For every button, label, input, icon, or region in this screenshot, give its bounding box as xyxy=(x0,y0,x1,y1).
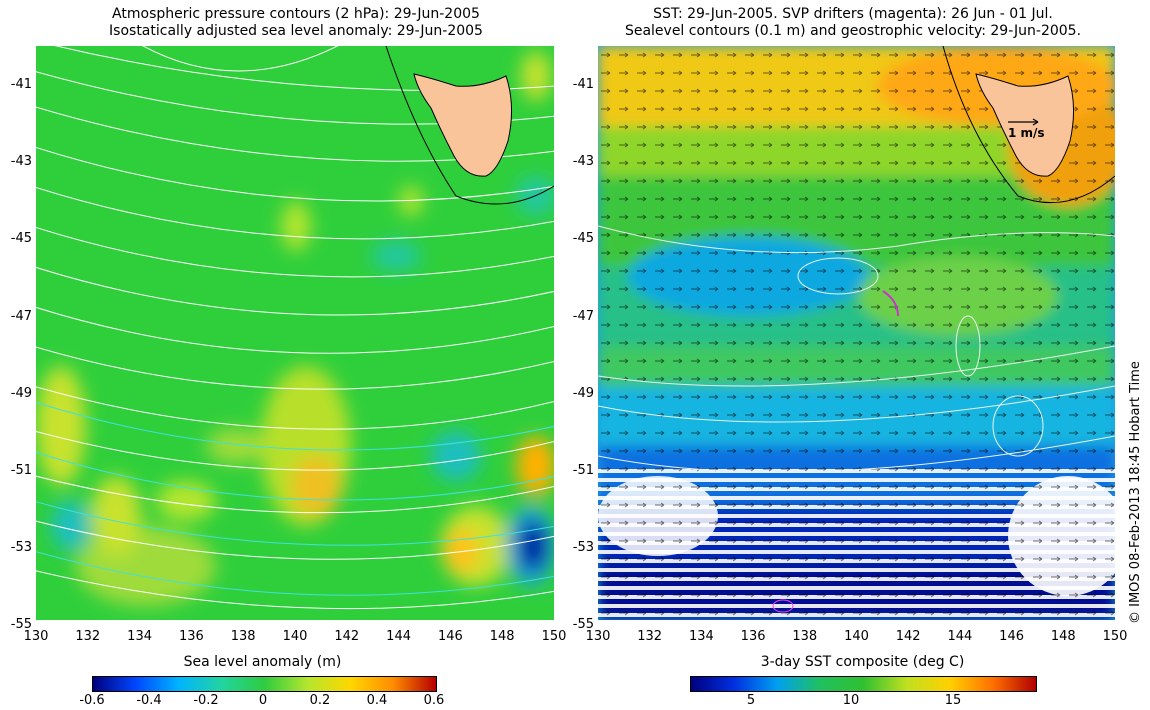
sla-tick-label: 0.4 xyxy=(366,693,388,708)
sla-colorbar xyxy=(92,676,437,692)
scale-arrow xyxy=(1008,118,1039,126)
sea-level-anomaly-map xyxy=(36,46,554,620)
sla-tick-label: 0.6 xyxy=(423,693,445,708)
lat-tick-label-right: -45 xyxy=(572,231,594,247)
lon-tick-label-left: 146 xyxy=(437,629,463,644)
left-title-line2: Isostatically adjusted sea level anomaly… xyxy=(109,23,483,39)
lon-tick-label-left: 142 xyxy=(334,629,360,644)
lon-tick-label-right: 142 xyxy=(895,629,921,644)
lat-tick-label-right: -47 xyxy=(572,308,594,324)
sst-map: 1 m/s xyxy=(598,46,1115,620)
lon-tick-label-right: 140 xyxy=(844,629,869,644)
lon-tick-label-right: 130 xyxy=(585,629,611,644)
lon-tick-label-right: 150 xyxy=(1102,629,1128,644)
right-title-line1: SST: 29-Jun-2005. SVP drifters (magenta)… xyxy=(653,6,1053,22)
lat-tick-label-right: -43 xyxy=(572,154,594,170)
drifter-loop xyxy=(772,599,794,613)
right-title: SST: 29-Jun-2005. SVP drifters (magenta)… xyxy=(560,6,1146,40)
lat-tick-label-right: -55 xyxy=(572,617,594,633)
lat-tick-label-right: -51 xyxy=(572,463,594,478)
sla-tick-label: -0.6 xyxy=(79,693,105,708)
left-title-line1: Atmospheric pressure contours (2 hPa): 2… xyxy=(112,6,480,22)
coastline-outline xyxy=(385,46,554,205)
lon-tick-label-left: 138 xyxy=(230,629,256,644)
sst-colorbar xyxy=(690,676,1037,692)
right-title-line2: Sealevel contours (0.1 m) and geostrophi… xyxy=(624,23,1082,39)
right-colorbar-label: 3-day SST composite (deg C) xyxy=(760,654,965,670)
tasmania-land xyxy=(413,73,513,177)
lat-tick-label-left: -43 xyxy=(10,154,32,170)
lon-tick-label-right: 134 xyxy=(688,629,714,644)
lon-tick-label-left: 140 xyxy=(282,629,308,644)
lat-tick-label-left: -55 xyxy=(10,617,32,633)
lon-tick-label-right: 136 xyxy=(740,629,766,644)
lon-tick-label-left: 132 xyxy=(75,629,101,644)
lon-tick-label-left: 130 xyxy=(23,629,49,644)
sla-tick-label: -0.4 xyxy=(136,693,162,708)
lat-tick-label-left: -53 xyxy=(10,540,32,556)
lon-tick-label-right: 144 xyxy=(947,629,973,644)
lat-tick-label-right: -53 xyxy=(572,540,594,556)
lat-tick-label-left: -51 xyxy=(10,463,32,478)
lat-tick-label-left: -45 xyxy=(10,231,32,247)
sla-tick-label: 0 xyxy=(258,693,268,708)
sealevel-contours xyxy=(598,225,1115,473)
left-colorbar-label: Sea level anomaly (m) xyxy=(183,654,342,670)
drifter-track xyxy=(882,290,899,317)
lon-tick-label-right: 132 xyxy=(637,629,663,644)
left-title: Atmospheric pressure contours (2 hPa): 2… xyxy=(36,6,556,40)
sst-tick-label: 15 xyxy=(944,693,962,708)
lon-tick-label-right: 148 xyxy=(1050,629,1076,644)
sst-tick-label: 10 xyxy=(842,693,860,708)
lon-tick-label-right: 146 xyxy=(999,629,1024,644)
coastline-outline xyxy=(942,46,1115,204)
lat-tick-label-left: -49 xyxy=(10,385,32,401)
lat-tick-label-left: -41 xyxy=(10,77,32,92)
scale-arrow-label: 1 m/s xyxy=(1008,126,1045,140)
tasmania-land xyxy=(975,73,1075,177)
sla-tick-label: -0.2 xyxy=(193,693,219,708)
lat-tick-label-left: -47 xyxy=(10,308,32,324)
lon-tick-label-left: 148 xyxy=(489,629,515,644)
lat-tick-label-right: -41 xyxy=(572,77,594,92)
cyan-contours xyxy=(36,401,554,596)
lon-tick-label-left: 136 xyxy=(178,629,204,644)
sst-tick-label: 5 xyxy=(746,693,756,708)
sla-blobs xyxy=(36,51,554,606)
credit-text: © IMOS 08-Feb-2013 18:45 Hobart Time xyxy=(1128,361,1143,624)
lon-tick-label-right: 138 xyxy=(792,629,818,644)
sla-tick-label: 0.2 xyxy=(309,693,331,708)
lat-tick-label-right: -49 xyxy=(572,385,594,401)
lon-tick-label-left: 150 xyxy=(541,629,567,644)
lon-tick-label-left: 134 xyxy=(127,629,152,644)
lon-tick-label-left: 144 xyxy=(386,629,411,644)
